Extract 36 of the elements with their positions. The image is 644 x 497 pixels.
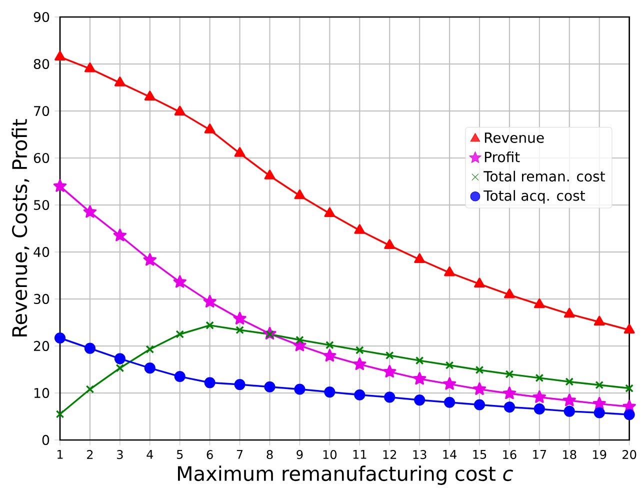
x-tick-label: 17: [533, 450, 546, 459]
y-tick-label: 50: [34, 200, 50, 210]
y-axis-title: Revenue, Costs, Profit: [12, 119, 30, 336]
x-tick-label: 18: [563, 450, 576, 460]
x-tick-label: 11: [353, 450, 366, 459]
x-axis-title: Maximum remanufacturing cost c: [178, 466, 514, 485]
x-tick-label: 20: [622, 450, 636, 460]
x-tick-label: 14: [443, 450, 456, 459]
x-tick-label: 1: [58, 450, 63, 459]
legend-label: Total reman. cost: [484, 170, 605, 182]
x-tick-label: 2: [87, 450, 93, 459]
legend-label: Profit: [484, 151, 520, 162]
x-tick-label: 19: [593, 450, 606, 460]
x-tick-label: 3: [117, 450, 123, 460]
x-tick-label: 5: [176, 450, 183, 459]
y-tick-label: 20: [34, 340, 50, 352]
x-tick-label: 8: [266, 450, 273, 460]
x-tick-label: 12: [383, 450, 396, 459]
legend-label: Revenue: [484, 132, 544, 143]
y-tick-label: 0: [42, 434, 50, 446]
y-tick-label: 30: [34, 294, 50, 304]
y-tick-label: 60: [34, 152, 50, 164]
x-tick-label: 15: [473, 450, 486, 459]
x-tick-label: 7: [236, 450, 243, 459]
y-tick-label: 70: [34, 106, 50, 116]
y-tick-label: 90: [34, 12, 50, 22]
x-tick-label: 6: [206, 450, 213, 460]
x-tick-label: 4: [146, 450, 154, 459]
y-tick-label: 40: [34, 246, 50, 258]
x-tick-label: 13: [413, 450, 426, 460]
x-tick-label: 16: [503, 450, 516, 460]
y-tick-label: 80: [34, 58, 50, 70]
x-tick-label: 10: [323, 450, 337, 460]
legend-label: Total acq. cost: [484, 190, 585, 204]
y-tick-label: 10: [34, 388, 50, 398]
x-tick-label: 9: [296, 450, 303, 460]
